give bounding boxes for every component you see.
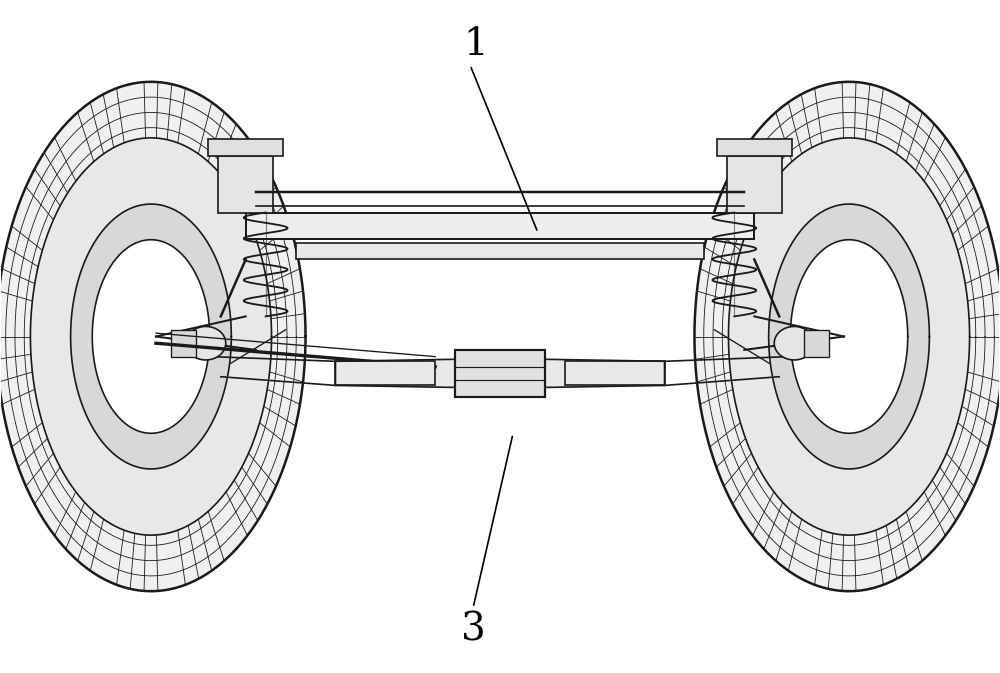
Polygon shape <box>71 204 231 469</box>
Polygon shape <box>335 359 455 388</box>
Ellipse shape <box>774 326 814 360</box>
Polygon shape <box>545 359 665 388</box>
Text: 3: 3 <box>461 612 485 649</box>
Polygon shape <box>92 240 210 433</box>
Polygon shape <box>790 240 908 433</box>
Text: 1: 1 <box>463 26 487 63</box>
Polygon shape <box>694 82 1000 591</box>
Polygon shape <box>728 138 970 535</box>
Ellipse shape <box>186 326 226 360</box>
FancyBboxPatch shape <box>565 361 665 386</box>
FancyBboxPatch shape <box>296 243 704 259</box>
FancyBboxPatch shape <box>218 155 273 213</box>
FancyBboxPatch shape <box>455 350 545 397</box>
FancyBboxPatch shape <box>727 155 782 213</box>
Polygon shape <box>30 138 272 535</box>
FancyBboxPatch shape <box>335 361 435 386</box>
FancyBboxPatch shape <box>717 139 792 155</box>
Polygon shape <box>769 204 929 469</box>
FancyBboxPatch shape <box>246 213 754 240</box>
FancyBboxPatch shape <box>171 330 196 357</box>
FancyBboxPatch shape <box>804 330 829 357</box>
FancyBboxPatch shape <box>208 139 283 155</box>
Polygon shape <box>0 82 306 591</box>
